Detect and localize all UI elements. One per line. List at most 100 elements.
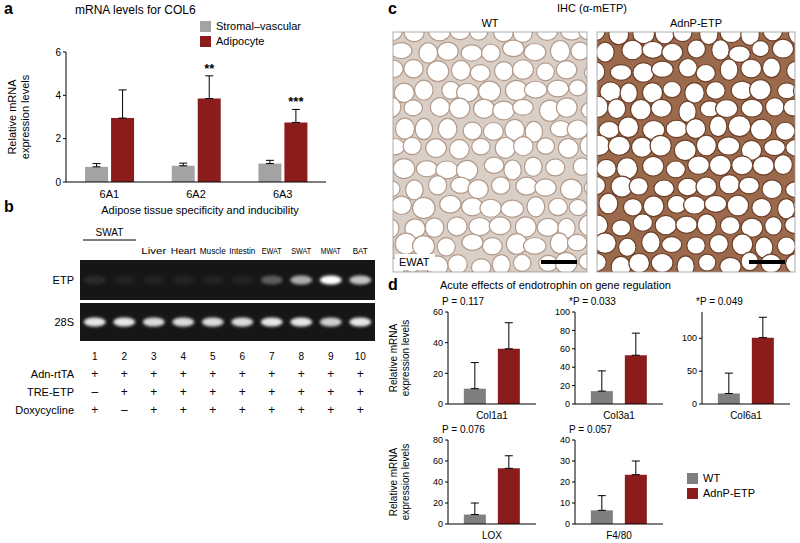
svg-text:20: 20: [560, 381, 570, 391]
svg-text:60: 60: [560, 344, 570, 354]
svg-text:40: 40: [433, 477, 443, 487]
svg-text:60: 60: [433, 307, 443, 317]
svg-text:+: +: [91, 403, 98, 417]
svg-text:F4/80: F4/80: [606, 530, 632, 540]
svg-text:+: +: [239, 367, 246, 381]
svg-text:80: 80: [560, 326, 570, 336]
svg-text:Adipose tissue specificity and: Adipose tissue specificity and inducibil…: [101, 204, 299, 216]
svg-text:20: 20: [433, 369, 443, 379]
svg-text:30: 30: [560, 456, 570, 466]
svg-text:40: 40: [560, 435, 570, 445]
svg-text:80: 80: [433, 435, 443, 445]
svg-text:4: 4: [55, 90, 61, 101]
svg-text:6A2: 6A2: [186, 188, 206, 200]
svg-text:–: –: [121, 403, 128, 417]
html-text:Relative mRNA expression level: Relative mRNA expression levels: [6, 74, 31, 160]
svg-text:Col6a1: Col6a1: [730, 410, 762, 420]
svg-text:0: 0: [692, 399, 697, 409]
svg-text:0: 0: [565, 519, 570, 529]
svg-text:–: –: [91, 385, 98, 399]
svg-text:+: +: [327, 367, 334, 381]
svg-text:6A1: 6A1: [100, 188, 120, 200]
svg-text:Muscle: Muscle: [200, 246, 226, 256]
svg-text:+: +: [91, 367, 98, 381]
svg-text:AdnP-ETP: AdnP-ETP: [670, 17, 722, 29]
svg-text:28S: 28S: [54, 316, 74, 328]
svg-text:+: +: [150, 367, 157, 381]
svg-text:+: +: [180, 403, 187, 417]
svg-text:Intestin: Intestin: [229, 246, 255, 256]
svg-text:+: +: [180, 385, 187, 399]
svg-text:6A3: 6A3: [273, 188, 293, 200]
svg-text:0: 0: [438, 399, 443, 409]
svg-text:Doxycycline: Doxycycline: [15, 404, 74, 416]
svg-text:+: +: [209, 403, 216, 417]
svg-text:+: +: [298, 367, 305, 381]
svg-text:IHC (α-mETP): IHC (α-mETP): [557, 2, 627, 14]
svg-text:Adn-rtTA: Adn-rtTA: [31, 368, 75, 380]
svg-text:2: 2: [55, 133, 61, 144]
svg-text:BAT: BAT: [353, 246, 368, 256]
svg-text:6: 6: [55, 47, 61, 58]
svg-text:Col1a1: Col1a1: [476, 410, 508, 420]
svg-text:+: +: [298, 385, 305, 399]
html-text:Relative mRNA expression level: Relative mRNA expression levels: [388, 443, 411, 521]
html-text:mRNA levels for COL6: mRNA levels for COL6: [75, 3, 196, 17]
svg-text:+: +: [298, 403, 305, 417]
svg-text:+: +: [268, 367, 275, 381]
svg-text:0: 0: [55, 177, 61, 188]
svg-text:3: 3: [151, 351, 157, 362]
svg-text:TRE-ETP: TRE-ETP: [27, 386, 74, 398]
svg-text:+: +: [150, 403, 157, 417]
svg-text:1: 1: [92, 351, 98, 362]
svg-text:EWAT: EWAT: [399, 256, 430, 268]
svg-text:100: 100: [682, 333, 697, 343]
svg-text:40: 40: [433, 338, 443, 348]
html-text:Relative mRNA expression level: Relative mRNA expression levels: [388, 319, 411, 397]
svg-text:2: 2: [121, 351, 127, 362]
svg-text:ETP: ETP: [53, 274, 74, 286]
svg-text:***: ***: [288, 94, 304, 109]
svg-text:EWAT: EWAT: [262, 246, 282, 256]
svg-text:20: 20: [433, 498, 443, 508]
svg-text:Liver: Liver: [141, 246, 166, 256]
svg-text:+: +: [268, 403, 275, 417]
svg-text:+: +: [239, 385, 246, 399]
svg-text:+: +: [209, 367, 216, 381]
svg-text:+: +: [180, 367, 187, 381]
svg-text:+: +: [327, 403, 334, 417]
svg-text:4: 4: [180, 351, 186, 362]
svg-text:WT: WT: [481, 17, 498, 29]
svg-text:+: +: [121, 367, 128, 381]
svg-text:0: 0: [565, 399, 570, 409]
svg-text:100: 100: [555, 307, 570, 317]
svg-text:SWAT: SWAT: [96, 227, 124, 238]
svg-text:60: 60: [433, 456, 443, 466]
svg-text:MWAT: MWAT: [321, 246, 341, 256]
svg-text:**: **: [204, 61, 215, 76]
svg-text:40: 40: [560, 362, 570, 372]
svg-text:6: 6: [239, 351, 245, 362]
svg-text:LOX: LOX: [482, 530, 502, 540]
svg-text:10: 10: [355, 351, 367, 362]
svg-text:9: 9: [328, 351, 334, 362]
svg-text:+: +: [357, 403, 364, 417]
svg-text:7: 7: [269, 351, 275, 362]
svg-text:20: 20: [560, 477, 570, 487]
svg-text:+: +: [357, 385, 364, 399]
svg-text:8: 8: [298, 351, 304, 362]
svg-text:+: +: [357, 367, 364, 381]
svg-text:+: +: [327, 385, 334, 399]
svg-text:50: 50: [687, 366, 697, 376]
svg-text:Col3a1: Col3a1: [603, 410, 635, 420]
svg-text:+: +: [239, 403, 246, 417]
svg-text:+: +: [121, 385, 128, 399]
svg-text:0: 0: [438, 519, 443, 529]
svg-text:+: +: [150, 385, 157, 399]
svg-text:Heart: Heart: [171, 246, 197, 256]
svg-text:SWAT: SWAT: [291, 246, 311, 256]
svg-text:10: 10: [560, 498, 570, 508]
svg-text:+: +: [209, 385, 216, 399]
svg-text:5: 5: [210, 351, 216, 362]
svg-text:+: +: [268, 385, 275, 399]
